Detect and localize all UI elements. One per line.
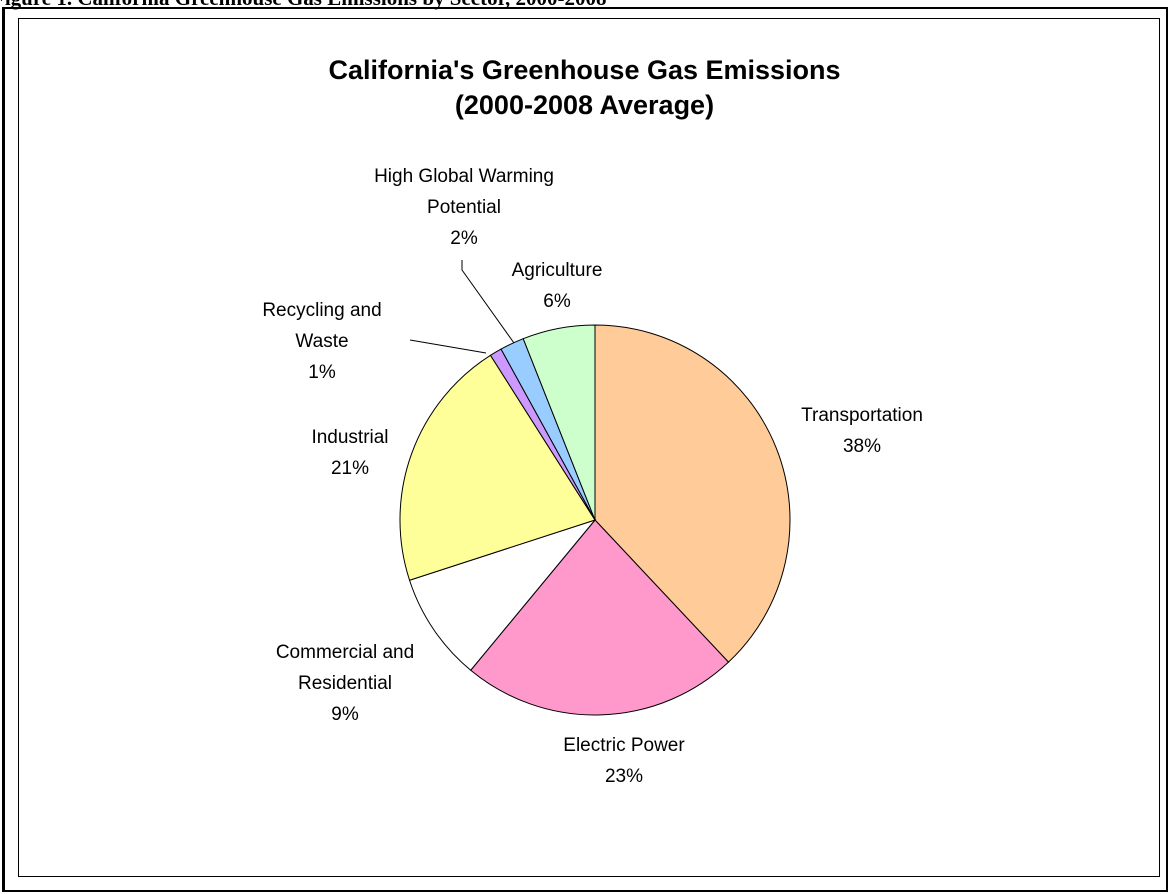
slice-label: High Global Warming Potential 2% [369,161,559,254]
slice-label: Transportation 38% [762,400,962,462]
value-label: 9% [331,704,359,725]
category-label: Recycling and Waste [262,300,382,352]
slice-label: Industrial 21% [270,422,430,484]
category-label: Industrial [311,427,389,448]
category-label: Agriculture [511,260,603,281]
pie-slice [522,324,596,521]
value-label: 1% [308,362,336,383]
leader-line [461,260,515,344]
pie-slice [594,324,791,663]
figure-caption: Figure 1. California Greenhouse Gas Emis… [0,0,606,11]
slices [399,324,791,716]
value-label: 23% [604,766,644,787]
slice-label: Recycling and Waste 1% [242,295,402,388]
category-label: Commercial and Residential [275,642,415,694]
category-label: High Global Warming Potential [374,166,554,218]
value-label: 2% [450,228,478,249]
chart-frame [18,18,1160,877]
pie-slice [399,354,596,581]
chart-title: California's Greenhouse Gas Emissions [328,55,841,85]
value-label: 21% [330,458,370,479]
pie-slice [469,519,730,716]
pie-slice [408,518,597,671]
value-label: 38% [842,436,882,457]
slice-label: Agriculture 6% [477,255,637,317]
outer-frame [2,7,1168,892]
category-label: Electric Power [563,735,685,756]
value-label: 6% [543,291,571,312]
slice-label: Electric Power 23% [524,730,724,792]
chart-subtitle: (2000-2008 Average) [454,90,715,120]
leader-line [409,339,487,354]
slice-label: Commercial and Residential 9% [250,637,440,730]
category-label: Transportation [801,405,923,426]
